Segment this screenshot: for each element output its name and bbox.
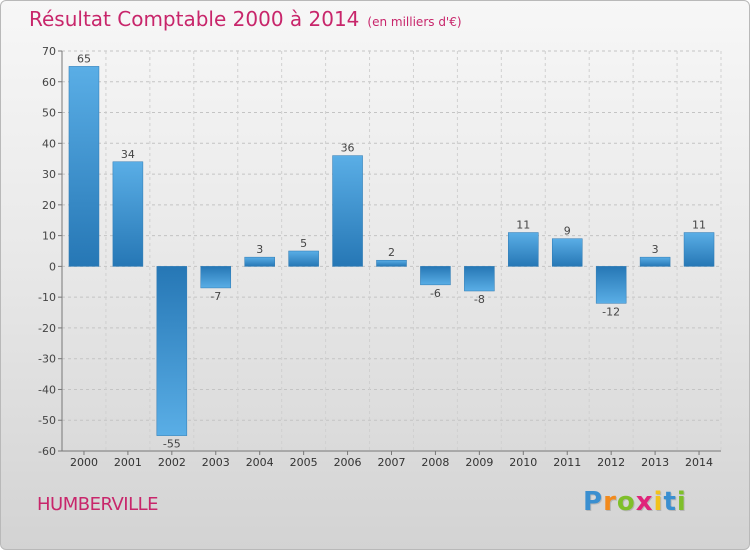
x-tick-label: 2000 bbox=[70, 456, 98, 469]
y-tick-label: -30 bbox=[38, 353, 56, 366]
logo-letter: r bbox=[603, 487, 617, 517]
y-tick-label: -20 bbox=[38, 322, 56, 335]
bar-2011 bbox=[551, 238, 583, 267]
x-tick-label: 2003 bbox=[202, 456, 230, 469]
logo-letter: P bbox=[583, 487, 604, 517]
bar-2013 bbox=[639, 256, 671, 267]
bar-layer bbox=[68, 66, 715, 436]
logo-letter: x bbox=[635, 487, 654, 517]
y-tick-label: 30 bbox=[42, 168, 56, 181]
value-label: 65 bbox=[77, 52, 91, 65]
y-tick-label: 20 bbox=[42, 199, 56, 212]
x-tick-label: 2006 bbox=[334, 456, 362, 469]
value-label: 11 bbox=[692, 219, 706, 232]
value-label: 36 bbox=[341, 142, 355, 155]
logo-letter: i bbox=[676, 487, 687, 517]
value-label: 11 bbox=[516, 219, 530, 232]
y-tick-label: -60 bbox=[38, 445, 56, 458]
bar-2009 bbox=[464, 266, 495, 292]
x-tick-label: 2011 bbox=[553, 456, 581, 469]
x-tick-label: 2004 bbox=[246, 456, 274, 469]
bar-2007 bbox=[376, 259, 407, 267]
x-tick-label: 2012 bbox=[597, 456, 625, 469]
value-label: 2 bbox=[388, 246, 395, 259]
bar-2008 bbox=[420, 266, 451, 286]
x-tick-label: 2007 bbox=[378, 456, 406, 469]
x-tick-label: 2005 bbox=[290, 456, 318, 469]
chart-subtitle: (en milliers d'€) bbox=[367, 15, 462, 29]
value-label: -6 bbox=[430, 287, 441, 300]
value-label: -7 bbox=[210, 290, 221, 303]
bar-2010 bbox=[508, 232, 539, 267]
chart-title: Résultat Comptable 2000 à 2014 (en millie… bbox=[29, 7, 462, 31]
bar-2006 bbox=[332, 155, 363, 267]
label-layer: 65 34 -55 -7 3 5 36 2 -6 -8 11 9 -12 3 11 bbox=[77, 52, 706, 450]
y-tick-label: 10 bbox=[42, 230, 56, 243]
x-tick-label: 2009 bbox=[465, 456, 493, 469]
bar-2000 bbox=[68, 66, 100, 267]
bar-2005 bbox=[288, 250, 319, 267]
x-tick-label: 2013 bbox=[641, 456, 669, 469]
y-tick-label: 60 bbox=[42, 76, 56, 89]
logo-letter: o bbox=[616, 487, 636, 517]
logo-letter: i bbox=[653, 487, 664, 517]
bar-2014 bbox=[683, 232, 715, 267]
value-label: -12 bbox=[602, 305, 620, 318]
value-label: 3 bbox=[256, 243, 263, 256]
y-tick-label: -50 bbox=[38, 414, 56, 427]
value-label: 9 bbox=[564, 225, 571, 238]
y-tick-label: 40 bbox=[42, 137, 56, 150]
commune-name: HUMBERVILLE bbox=[37, 494, 159, 515]
proxiti-logo: Proxiti bbox=[583, 487, 687, 517]
x-tick-label: 2008 bbox=[421, 456, 449, 469]
bar-2001 bbox=[112, 161, 144, 267]
value-label: 5 bbox=[300, 237, 307, 250]
y-tick-label: 50 bbox=[42, 107, 56, 120]
y-tick-label: -10 bbox=[38, 291, 56, 304]
bar-2002 bbox=[156, 266, 188, 436]
y-tick-label: 0 bbox=[49, 260, 56, 273]
value-label: 34 bbox=[121, 148, 135, 161]
value-label: -8 bbox=[474, 293, 485, 306]
x-tick-label: 2002 bbox=[158, 456, 186, 469]
y-tick-label: 70 bbox=[42, 45, 56, 58]
x-tick-label: 2014 bbox=[685, 456, 713, 469]
bar-2012 bbox=[595, 266, 627, 304]
x-tick-label: 2001 bbox=[114, 456, 142, 469]
logo-letter: t bbox=[663, 487, 677, 517]
bar-2004 bbox=[244, 256, 275, 267]
value-label: 3 bbox=[652, 243, 659, 256]
y-tick-label: -40 bbox=[38, 383, 56, 396]
x-tick-label: 2010 bbox=[509, 456, 537, 469]
bar-2003 bbox=[200, 266, 232, 289]
chart-title-text: Résultat Comptable 2000 à 2014 bbox=[29, 7, 360, 31]
value-label: -55 bbox=[163, 438, 181, 451]
